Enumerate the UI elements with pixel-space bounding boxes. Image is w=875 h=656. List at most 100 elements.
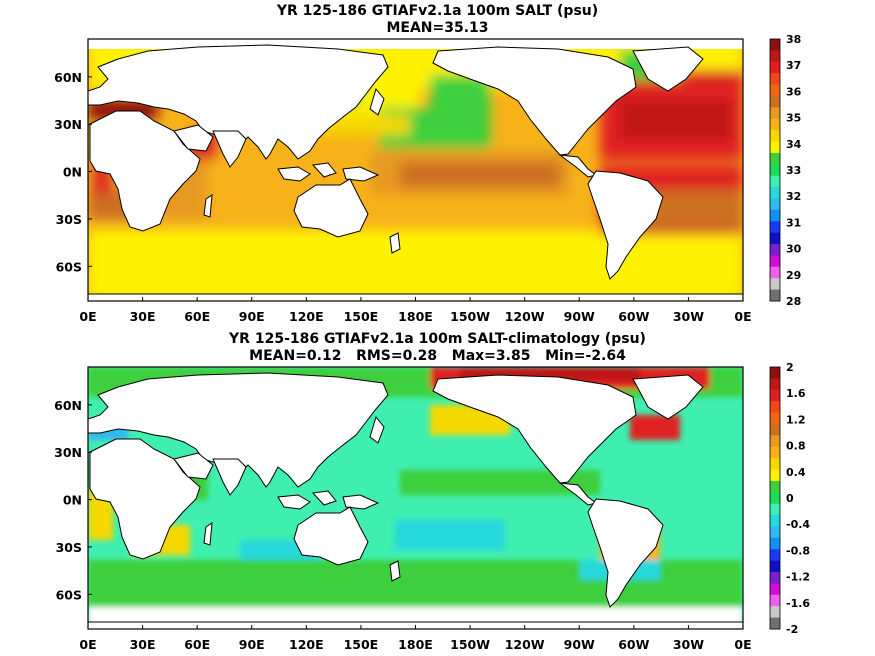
panel2-colorbar-swatch — [770, 469, 780, 482]
panel1-colorbar-tick-label: 38 — [786, 33, 801, 46]
panel2-colorbar-swatch — [770, 446, 780, 459]
panel1-colorbar-swatch — [770, 73, 780, 86]
panel2-colorbar-tick-label: 1.6 — [786, 387, 806, 400]
panel1-colorbar-swatch — [770, 255, 780, 268]
panel1-colorbar-tick-label: 31 — [786, 216, 801, 229]
panel2-x-tick-label: 180E — [398, 637, 433, 652]
panel1-y-tick-label: 30S — [56, 212, 82, 227]
panel2-colorbar-swatch — [770, 423, 780, 436]
panel2-colorbar-swatch — [770, 401, 780, 414]
panel1-x-tick-label: 60W — [618, 309, 649, 324]
panel1-colorbar-tick-label: 29 — [786, 269, 801, 282]
panel2-colorbar-tick-label: 0.8 — [786, 440, 806, 453]
panel1-y-tick-label: 60N — [54, 70, 82, 85]
panel2-colorbar-swatch — [770, 378, 780, 391]
panel1-colorbar-tick-label: 32 — [786, 190, 801, 203]
panel1-colorbar-swatch — [770, 198, 780, 211]
panel2-colorbar-swatch — [770, 606, 780, 619]
panel2-colorbar-swatch — [770, 367, 780, 379]
panel2-x-tick-label: 90W — [564, 637, 595, 652]
panel2-colorbar-tick-label: 0.4 — [786, 466, 806, 479]
panel1-colorbar-swatch — [770, 152, 780, 165]
panel1-colorbar-swatch — [770, 141, 780, 154]
panel1-x-tick-label: 90E — [239, 309, 265, 324]
panel1-colorbar-swatch — [770, 164, 780, 177]
panel2-title: YR 125-186 GTIAFv2.1a 100m SALT-climatol… — [229, 331, 646, 347]
panel1-colorbar-tick-label: 36 — [786, 85, 802, 98]
panel1-x-tick-label: 180E — [398, 309, 433, 324]
panel2-colorbar-tick-label: -1.6 — [786, 597, 810, 610]
panel2-y-tick-label: 60S — [56, 587, 82, 602]
panel1-colorbar-tick-label: 30 — [786, 243, 802, 256]
panel2-colorbar-swatch — [770, 412, 780, 425]
panel2-colorbar-swatch — [770, 594, 780, 607]
panel1-colorbar-swatch — [770, 278, 780, 291]
panel2-colorbar-swatch — [770, 515, 780, 527]
panel2-x-tick-label: 0E — [734, 637, 751, 652]
panel2-x-tick-label: 120W — [505, 637, 545, 652]
panel1-colorbar-swatch — [770, 289, 780, 302]
panel2-x-tick-label: 60W — [618, 637, 649, 652]
panel1-title: YR 125-186 GTIAFv2.1a 100m SALT (psu) — [276, 3, 599, 19]
panel2-colorbar-swatch — [770, 492, 780, 505]
panel2-colorbar-tick-label: -0.4 — [786, 518, 810, 531]
panel2-x-tick-label: 90E — [239, 637, 265, 652]
panel1-colorbar-swatch — [770, 118, 780, 131]
panel1-x-tick-label: 60E — [184, 309, 210, 324]
panel2-y-tick-label: 0N — [63, 493, 82, 508]
panel1-colorbar-swatch — [770, 61, 780, 74]
panel1-x-tick-label: 30E — [130, 309, 156, 324]
panel2-y-tick-label: 30S — [56, 540, 82, 555]
panel2-x-tick-label: 0E — [79, 637, 96, 652]
panel2-map — [87, 366, 744, 630]
panel2-x-tick-label: 120E — [289, 637, 324, 652]
panel1-colorbar-tick-label: 28 — [786, 295, 801, 308]
panel2-colorbar-swatch — [770, 458, 780, 471]
panel1-x-tick-label: 0E — [79, 309, 96, 324]
panel2-colorbar-swatch — [770, 549, 780, 562]
panel1-colorbar-swatch — [770, 266, 780, 279]
panel2-stats: MEAN=0.12 RMS=0.28 Max=3.85 Min=-2.64 — [249, 348, 626, 364]
panel2-colorbar-swatch — [770, 435, 780, 448]
panel2-colorbar-swatch — [770, 583, 780, 596]
panel1-x-tick-label: 90W — [564, 309, 595, 324]
panel1-x-tick-label: 150W — [450, 309, 490, 324]
panel1-colorbar-swatch — [770, 130, 780, 143]
panel2-x-tick-label: 150E — [344, 637, 379, 652]
panel1-colorbar-swatch — [770, 175, 780, 188]
panel1-colorbar-tick-label: 34 — [786, 138, 802, 151]
panel1-y-tick-label: 60S — [56, 259, 82, 274]
panel1-mean: MEAN=35.13 — [386, 20, 489, 36]
panel1-colorbar-swatch — [770, 107, 780, 120]
panel2-colorbar-swatch — [770, 537, 780, 550]
panel2-colorbar-tick-label: 2 — [786, 361, 794, 374]
panel1-x-tick-label: 0E — [734, 309, 751, 324]
panel1-y-tick-label: 30N — [54, 117, 82, 132]
panel2-colorbar-swatch — [770, 389, 780, 402]
panel2-colorbar-tick-label: -1.2 — [786, 571, 810, 584]
panel1-colorbar-tick-label: 37 — [786, 59, 801, 72]
panel2-colorbar-tick-label: 0 — [786, 492, 794, 505]
panel2-colorbar-tick-label: -0.8 — [786, 544, 810, 557]
panel1-colorbar-swatch — [770, 221, 780, 234]
panel1-colorbar-swatch — [770, 244, 780, 256]
panel2-x-tick-label: 150W — [450, 637, 490, 652]
panel2-colorbar-swatch — [770, 617, 780, 630]
panel2-colorbar-tick-label: 1.2 — [786, 413, 806, 426]
panel1-colorbar-swatch — [770, 209, 780, 222]
panel1-y-tick-label: 0N — [63, 165, 82, 180]
panel1-colorbar-swatch — [770, 84, 780, 97]
panel2-colorbar-swatch — [770, 480, 780, 493]
panel1-x-tick-label: 120W — [505, 309, 545, 324]
panel1-colorbar-swatch — [770, 50, 780, 63]
panel2-colorbar-tick-label: -2 — [786, 623, 798, 636]
panel1-x-tick-label: 120E — [289, 309, 324, 324]
panel1-x-tick-label: 30W — [673, 309, 704, 324]
panel1-colorbar-swatch — [770, 39, 780, 51]
panel2-colorbar-swatch — [770, 572, 780, 584]
panel1-colorbar-swatch — [770, 95, 780, 108]
panel1-colorbar-tick-label: 33 — [786, 164, 801, 177]
panel2-x-tick-label: 30E — [130, 637, 156, 652]
panel2-colorbar-swatch — [770, 560, 780, 573]
